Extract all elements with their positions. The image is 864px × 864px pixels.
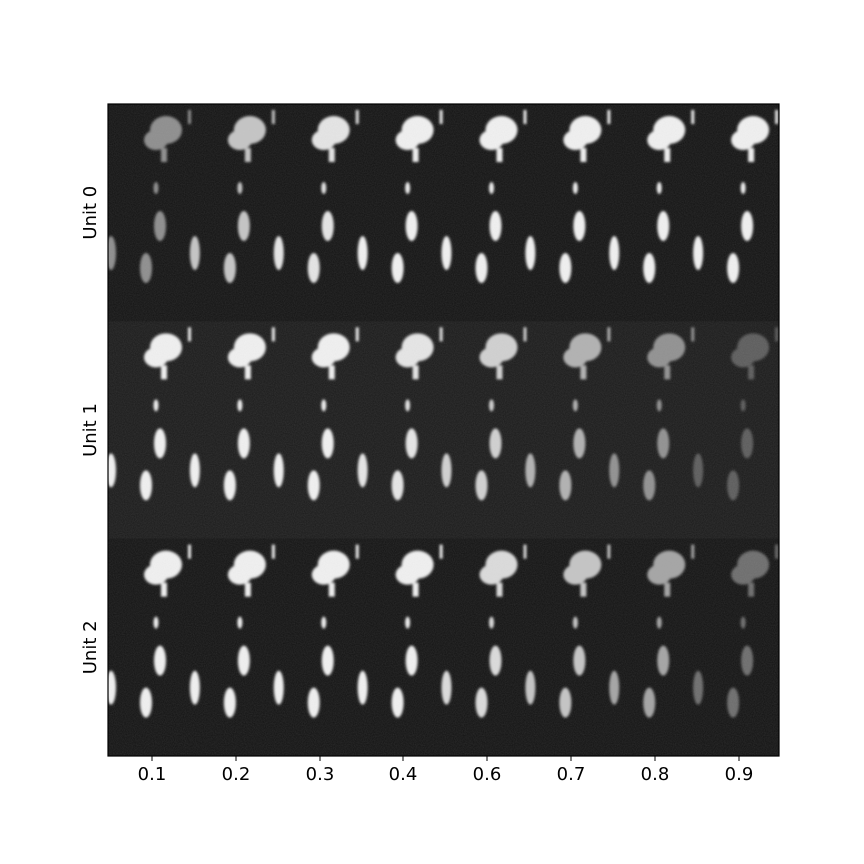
row-label: Unit 1 — [80, 403, 101, 457]
noise-overlay — [108, 104, 779, 756]
x-tick-label: 0.8 — [641, 764, 670, 785]
row-label: Unit 0 — [80, 186, 101, 240]
x-tick-label: 0.7 — [557, 764, 586, 785]
x-tick-label: 0.1 — [138, 764, 167, 785]
x-tick-label: 0.4 — [389, 764, 418, 785]
x-tick-label: 0.6 — [473, 764, 502, 785]
x-tick-label: 0.3 — [306, 764, 335, 785]
x-tick-label: 0.2 — [222, 764, 251, 785]
row-label: Unit 2 — [80, 620, 101, 674]
plot-frame — [107, 103, 780, 757]
x-tick-label: 0.9 — [725, 764, 754, 785]
